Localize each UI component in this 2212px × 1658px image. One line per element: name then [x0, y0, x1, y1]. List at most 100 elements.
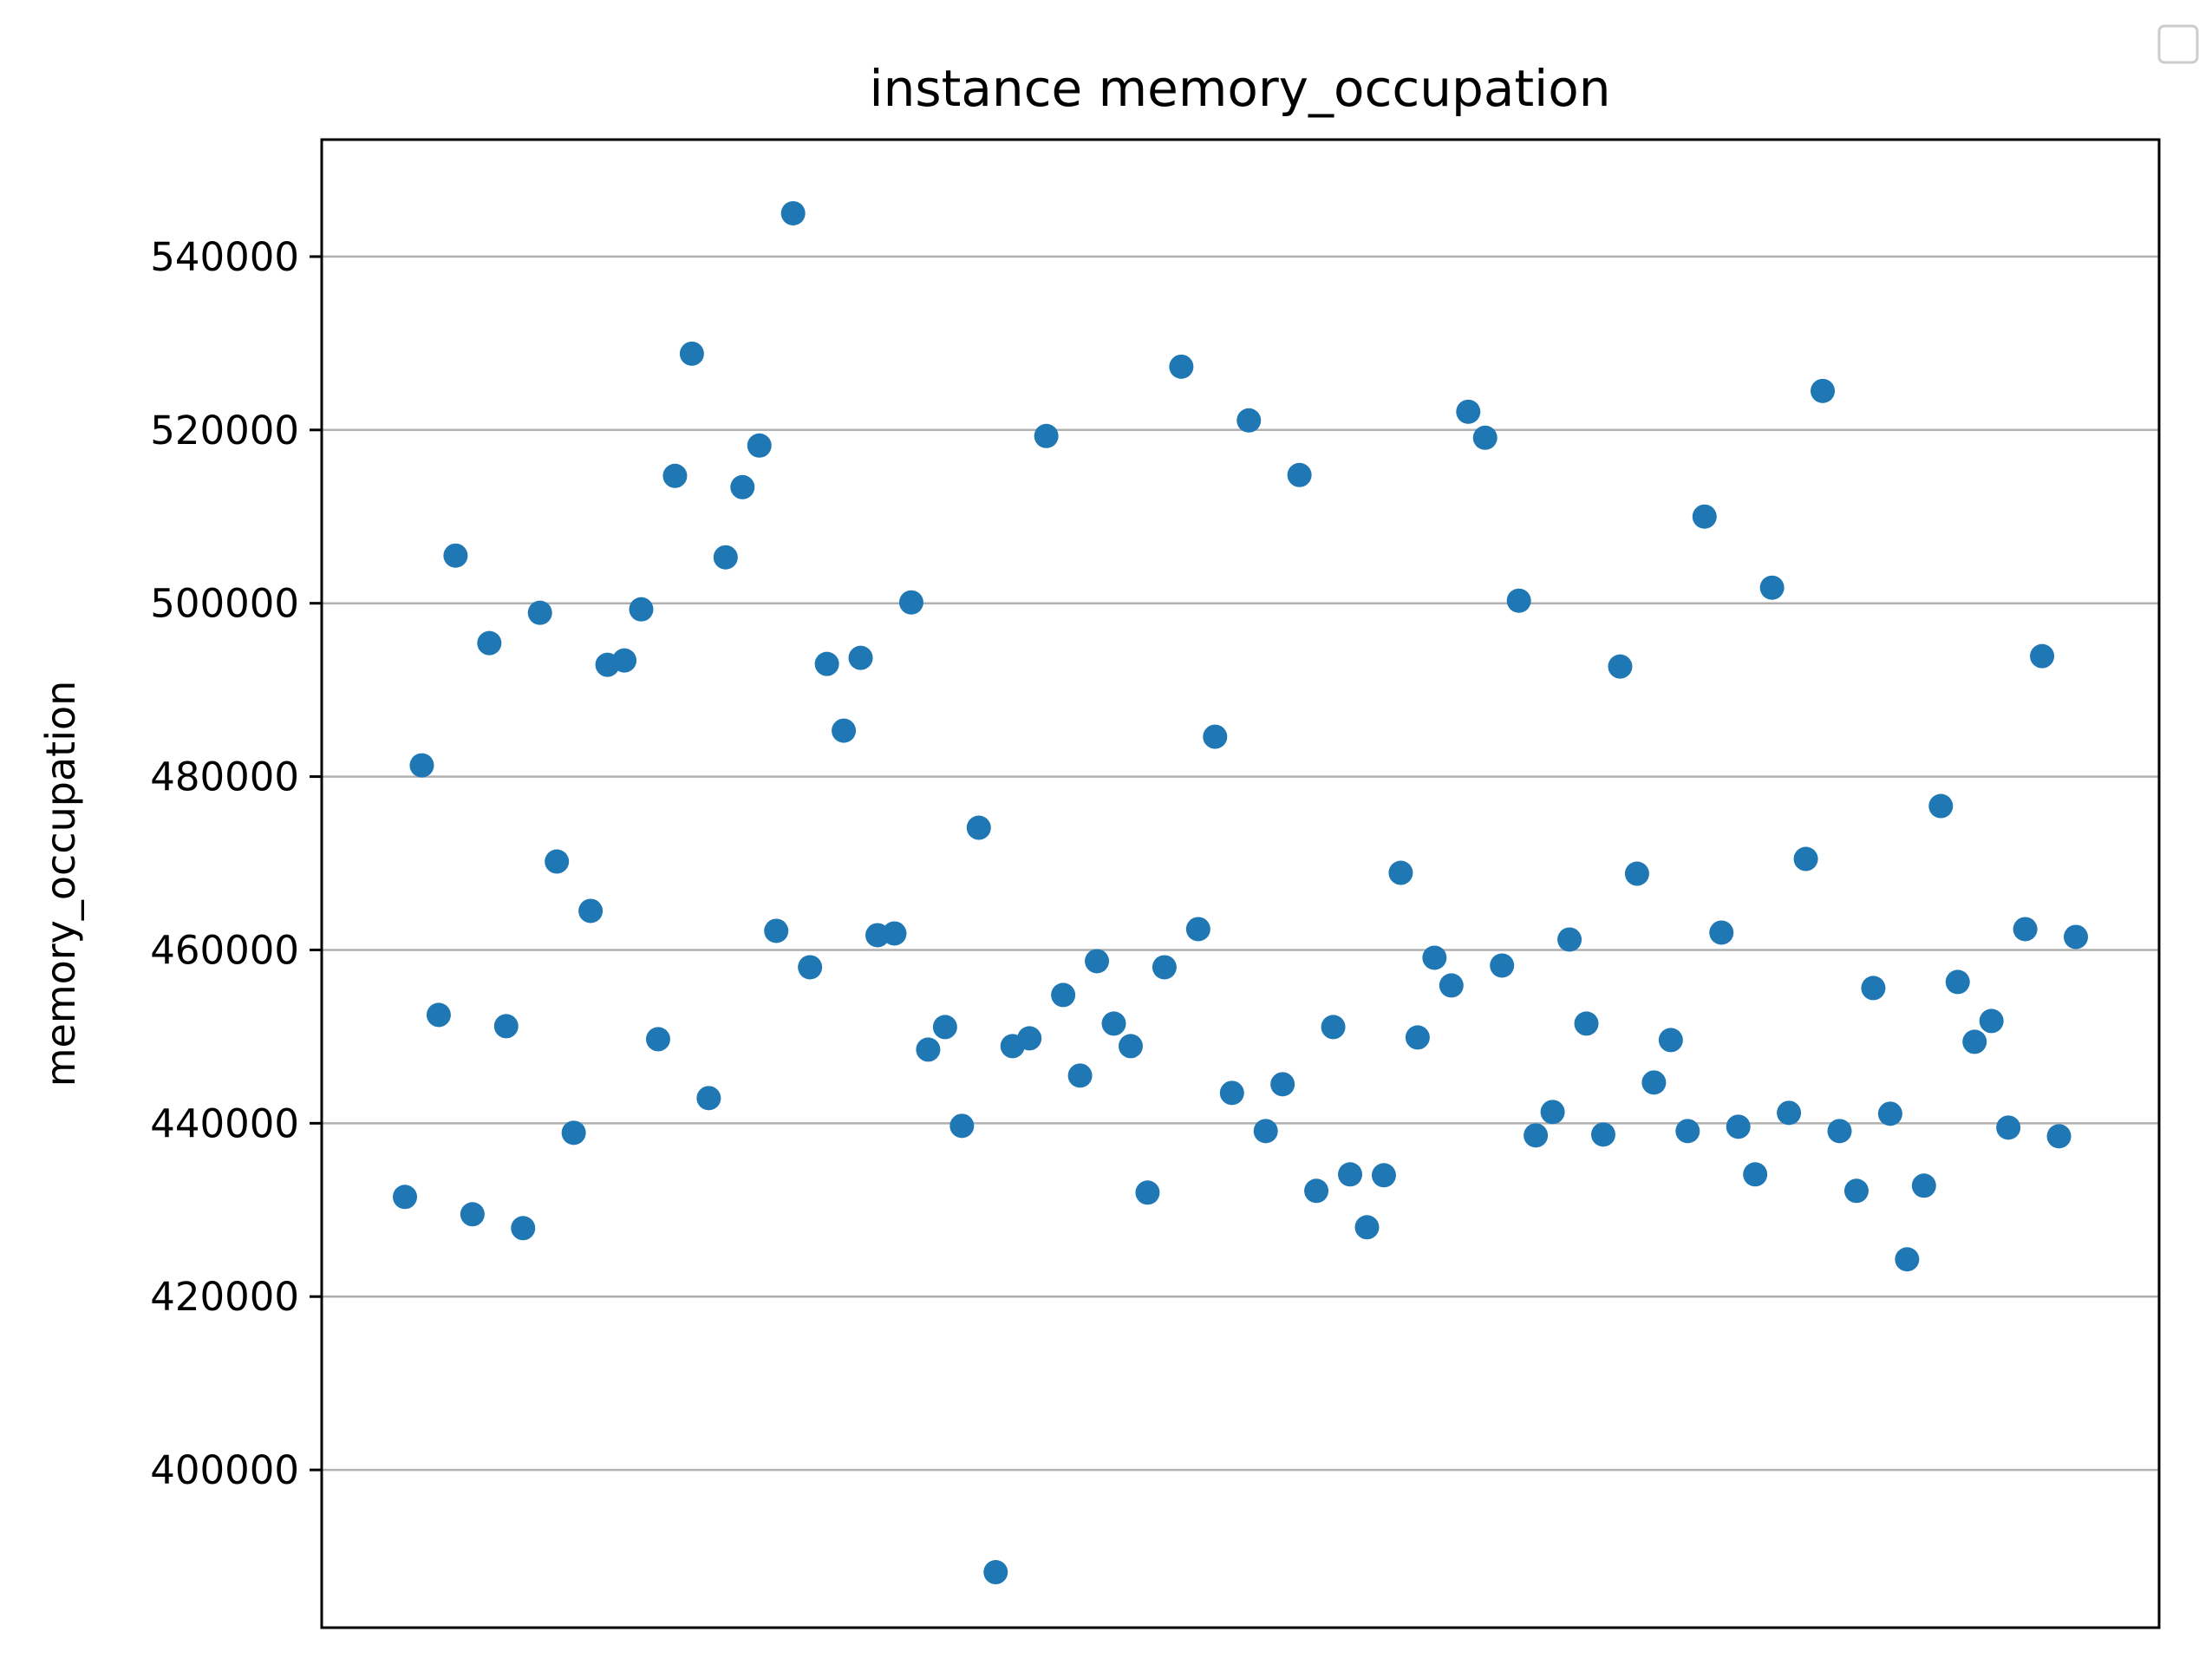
data-point [1321, 1015, 1346, 1040]
data-point [1304, 1178, 1329, 1204]
data-point [2030, 643, 2055, 669]
data-point [983, 1560, 1008, 1585]
data-point [1338, 1162, 1363, 1187]
data-point [1675, 1119, 1700, 1144]
data-point [1726, 1114, 1751, 1139]
data-point [1472, 425, 1498, 450]
data-point [949, 1113, 975, 1139]
data-point [2064, 924, 2088, 950]
data-point [1811, 378, 1836, 403]
data-point [916, 1037, 941, 1062]
data-point [1034, 423, 1059, 448]
data-point [1827, 1119, 1852, 1144]
data-point [1270, 1072, 1295, 1097]
data-point [1219, 1080, 1244, 1106]
data-point [1540, 1100, 1565, 1125]
data-point [1624, 861, 1649, 886]
data-point [1590, 1122, 1615, 1147]
data-point [1996, 1115, 2021, 1140]
data-point [1777, 1100, 1802, 1126]
data-point [1709, 920, 1734, 945]
data-point [1895, 1247, 1920, 1272]
data-point [1051, 982, 1076, 1008]
data-point [1861, 976, 1886, 1001]
data-point [1439, 973, 1464, 998]
data-point [1506, 588, 1531, 613]
data-point [696, 1086, 721, 1111]
data-point [1405, 1025, 1430, 1050]
y-tick-label: 400000 [150, 1447, 299, 1493]
data-point [645, 1027, 670, 1052]
data-point [832, 718, 857, 743]
data-point [882, 921, 907, 946]
data-point [1877, 1101, 1902, 1126]
chart-title: instance memory_occupation [870, 59, 1611, 118]
y-tick-label: 440000 [150, 1100, 299, 1146]
data-point [1067, 1063, 1093, 1088]
data-point [2046, 1124, 2072, 1149]
data-point [2013, 917, 2038, 942]
data-point [1017, 1026, 1042, 1051]
data-point [1743, 1162, 1768, 1187]
data-point [460, 1202, 485, 1227]
data-point [1608, 654, 1633, 679]
plot-frame [320, 138, 2161, 1629]
data-point [1422, 945, 1447, 970]
y-axis: 400000 420000 440000 460000 480000 500000 5200… [150, 234, 322, 1493]
data-point [1085, 949, 1110, 974]
y-tick-label: 480000 [150, 754, 299, 800]
data-point [1456, 399, 1481, 424]
data-point [393, 1185, 417, 1210]
data-point [409, 753, 434, 778]
data-point [1524, 1123, 1549, 1148]
data-point [1490, 953, 1515, 978]
data-point [814, 651, 839, 676]
data-point [477, 630, 502, 656]
data-point [1911, 1173, 1936, 1198]
data-point [629, 597, 654, 622]
data-point [1641, 1070, 1667, 1095]
data-point [1135, 1180, 1160, 1205]
data-point [1692, 504, 1717, 529]
data-point [679, 341, 704, 366]
y-tick-label: 540000 [150, 234, 299, 280]
data-point [1287, 462, 1312, 487]
data-point [1962, 1029, 1987, 1054]
data-point [1253, 1119, 1278, 1144]
y-tick-label: 420000 [150, 1274, 299, 1320]
data-point [443, 543, 468, 568]
data-point [1152, 955, 1177, 980]
data-point [780, 200, 806, 225]
data-point [1388, 860, 1413, 885]
data-point [578, 898, 604, 924]
data-point [1169, 354, 1194, 379]
data-point [545, 849, 570, 874]
data-point [1185, 917, 1210, 942]
data-point [1203, 724, 1228, 749]
data-point [1979, 1009, 2004, 1034]
data-point [662, 463, 688, 488]
data-point [966, 815, 991, 840]
data-point [426, 1002, 451, 1028]
data-point [1843, 1178, 1869, 1204]
data-point [1945, 969, 1970, 995]
data-point [1118, 1034, 1143, 1059]
data-point [1658, 1028, 1683, 1053]
data-point [798, 955, 823, 980]
data-points [393, 200, 2088, 1585]
data-point [1574, 1011, 1599, 1036]
data-point [1237, 408, 1262, 433]
y-tick-label: 520000 [150, 408, 299, 454]
data-point [1557, 927, 1582, 952]
data-point [1101, 1011, 1126, 1036]
y-axis-label: memory_occupation [37, 681, 84, 1087]
data-point [511, 1216, 536, 1241]
data-point [730, 474, 755, 499]
y-tick-label: 460000 [150, 927, 299, 973]
data-point [713, 545, 738, 570]
y-tick-label: 500000 [150, 581, 299, 627]
data-point [932, 1015, 957, 1040]
data-point [1371, 1163, 1396, 1188]
gridlines [322, 255, 2159, 1472]
